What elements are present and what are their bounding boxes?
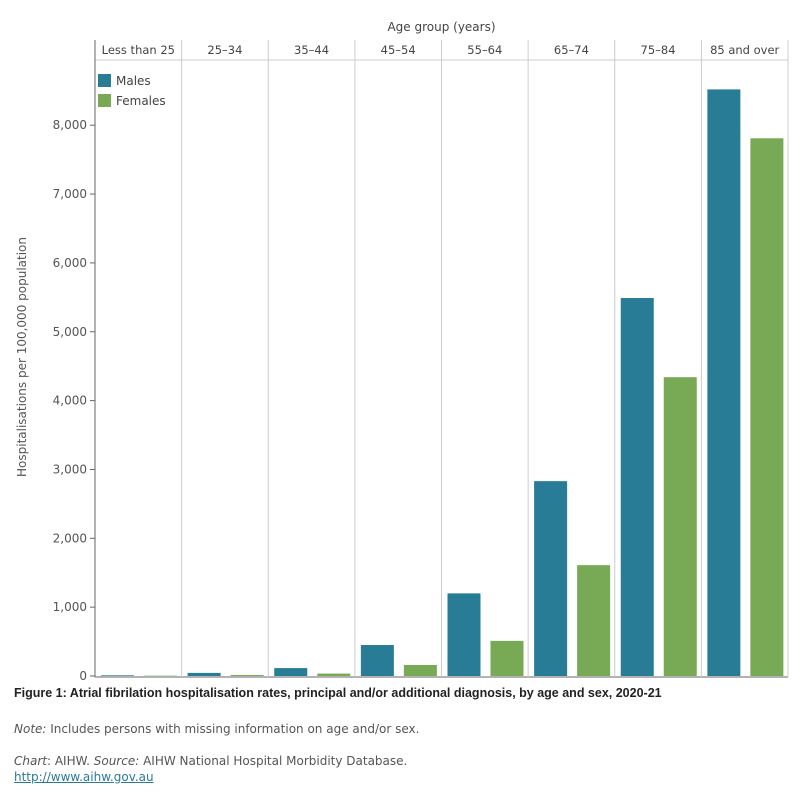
- category-label: 45–54: [381, 43, 416, 57]
- bar-females-7[interactable]: [750, 138, 784, 676]
- bar-females-6[interactable]: [663, 377, 697, 676]
- legend-swatch-males: [98, 74, 111, 87]
- legend-label-females[interactable]: Females: [116, 94, 166, 108]
- aihw-link[interactable]: http://www.aihw.gov.au: [14, 770, 154, 784]
- category-label: Less than 25: [102, 43, 175, 57]
- legend-swatch-females: [98, 94, 111, 107]
- bar-females-5[interactable]: [577, 565, 611, 676]
- y-tick-label: 6,000: [53, 256, 87, 270]
- legend-label-males[interactable]: Males: [116, 74, 151, 88]
- y-tick-label: 3,000: [53, 462, 87, 476]
- bar-females-1[interactable]: [230, 674, 264, 676]
- category-label: 85 and over: [710, 43, 779, 57]
- bar-males-3[interactable]: [360, 645, 394, 676]
- y-tick-label: 5,000: [53, 325, 87, 339]
- bar-males-4[interactable]: [447, 593, 481, 676]
- y-tick-label: 8,000: [53, 118, 87, 132]
- category-label: 65–74: [554, 43, 589, 57]
- category-label: 25–34: [207, 43, 242, 57]
- bar-males-5[interactable]: [534, 481, 568, 676]
- x-axis-title: Age group (years): [387, 20, 495, 34]
- source-text: AIHW National Hospital Morbidity Databas…: [139, 754, 408, 768]
- y-tick-label: 7,000: [53, 187, 87, 201]
- bar-males-0[interactable]: [101, 675, 134, 676]
- bar-females-3[interactable]: [403, 664, 437, 676]
- bar-males-2[interactable]: [274, 668, 308, 676]
- category-label: 75–84: [641, 43, 676, 57]
- source-label: Source:: [93, 754, 140, 768]
- chart-text: : AIHW.: [46, 754, 94, 768]
- category-label: 35–44: [294, 43, 329, 57]
- y-tick-label: 1,000: [53, 600, 87, 614]
- bar-females-2[interactable]: [317, 673, 351, 676]
- source-line: Chart: AIHW. Source: AIHW National Hospi…: [14, 754, 407, 768]
- note: Note: Includes persons with missing info…: [14, 722, 419, 736]
- bar-females-4[interactable]: [490, 640, 524, 676]
- y-tick-label: 2,000: [53, 531, 87, 545]
- bar-males-6[interactable]: [620, 298, 654, 676]
- bar-males-1[interactable]: [187, 672, 221, 676]
- figure-title: Figure 1: Atrial fibrilation hospitalisa…: [14, 686, 662, 700]
- chart-label: Chart: [14, 754, 47, 768]
- y-tick-label: 0: [79, 669, 87, 683]
- y-tick-label: 4,000: [53, 394, 87, 408]
- note-label: Note:: [14, 722, 47, 736]
- category-label: 55–64: [467, 43, 502, 57]
- y-axis-title: Hospitalisations per 100,000 population: [15, 237, 29, 477]
- note-text: Includes persons with missing informatio…: [46, 722, 420, 736]
- bar-males-7[interactable]: [707, 89, 741, 676]
